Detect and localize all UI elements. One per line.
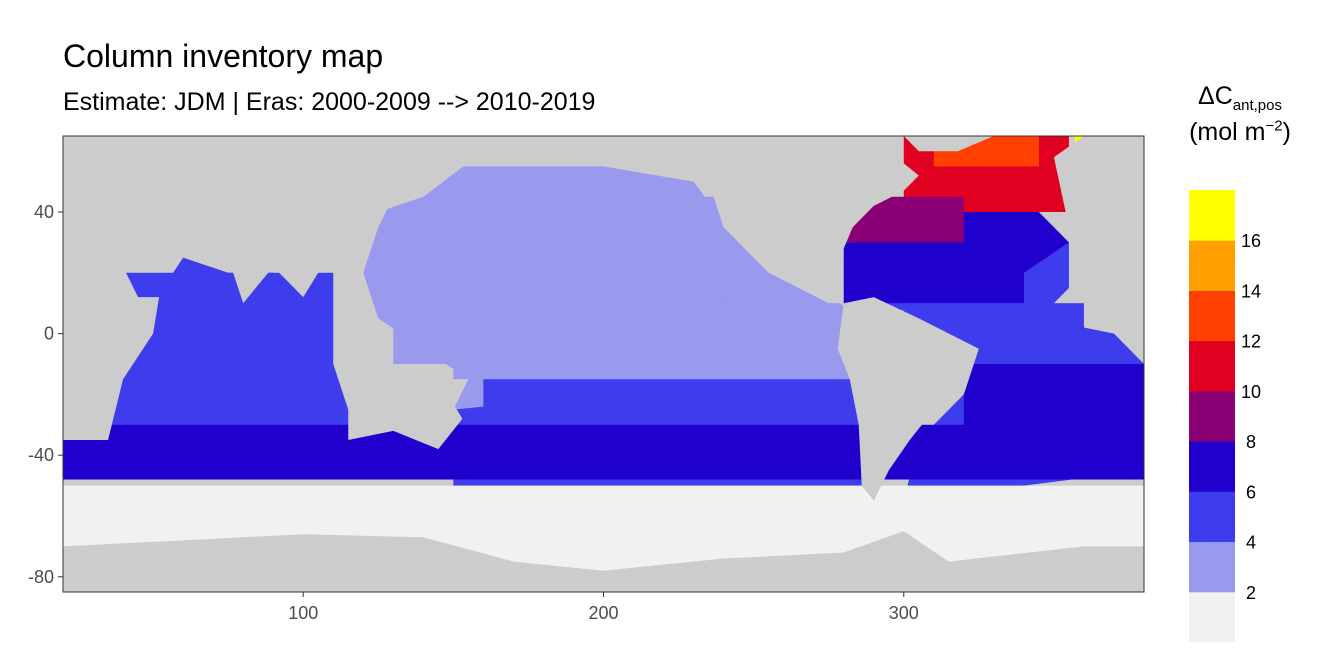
legend-swatch (1189, 240, 1235, 291)
legend-swatch (1189, 491, 1235, 543)
legend-swatch (1189, 541, 1235, 593)
legend-swatch (1189, 340, 1235, 392)
plot-area (62, 135, 1145, 593)
legend-title-sub: ant,pos (1232, 97, 1282, 114)
legend-unit-close: ) (1282, 118, 1291, 147)
x-tick-label: 200 (588, 603, 618, 623)
y-tick-label: 40 (34, 202, 54, 222)
y-tick-label: 0 (44, 324, 54, 344)
legend: 2 4 6 8 10 12 14 16 (1189, 190, 1261, 643)
legend-label: 4 (1246, 533, 1256, 553)
axes: 40 0 -40 -80 100 200 300 (28, 202, 919, 623)
legend-swatch (1189, 390, 1235, 442)
land-europe-north (1053, 136, 1144, 228)
land-north-america (588, 136, 919, 307)
legend-title: ΔCant,pos (mol m−2) (1180, 80, 1300, 150)
legend-label: 14 (1241, 281, 1261, 301)
legend-swatch (1189, 591, 1235, 643)
chart-subtitle: Estimate: JDM | Eras: 2000-2009 --> 2010… (63, 88, 596, 116)
land-eurasia (63, 136, 574, 304)
region-subtropical-atlantic (843, 242, 1024, 304)
heatmap-layer (63, 136, 1144, 592)
land-africa (63, 227, 160, 440)
legend-swatch (1189, 441, 1235, 492)
y-tick-label: -80 (28, 567, 54, 587)
legend-title-main: ΔC (1198, 82, 1233, 110)
legend-label: 12 (1241, 332, 1261, 352)
chart-title: Column inventory map (63, 38, 384, 74)
legend-label: 16 (1241, 231, 1261, 251)
legend-swatch (1189, 190, 1235, 241)
legend-label: 8 (1246, 432, 1256, 452)
region-tropical-pacific (453, 303, 844, 380)
land-greenland (903, 136, 994, 152)
y-tick-label: -40 (28, 445, 54, 465)
legend-unit-open: (mol m (1189, 118, 1266, 147)
land-south-america (837, 297, 979, 501)
land-australia (348, 370, 463, 450)
legend-label: 6 (1246, 482, 1256, 502)
land-antarctica (63, 531, 1144, 592)
x-tick-label: 300 (889, 603, 919, 623)
legend-label: 10 (1241, 382, 1261, 402)
x-tick-label: 100 (288, 603, 318, 623)
legend-label: 2 (1246, 583, 1256, 603)
legend-swatch (1189, 290, 1235, 342)
legend-unit-sup: −2 (1265, 117, 1283, 135)
region-south-atlantic (963, 364, 1144, 440)
